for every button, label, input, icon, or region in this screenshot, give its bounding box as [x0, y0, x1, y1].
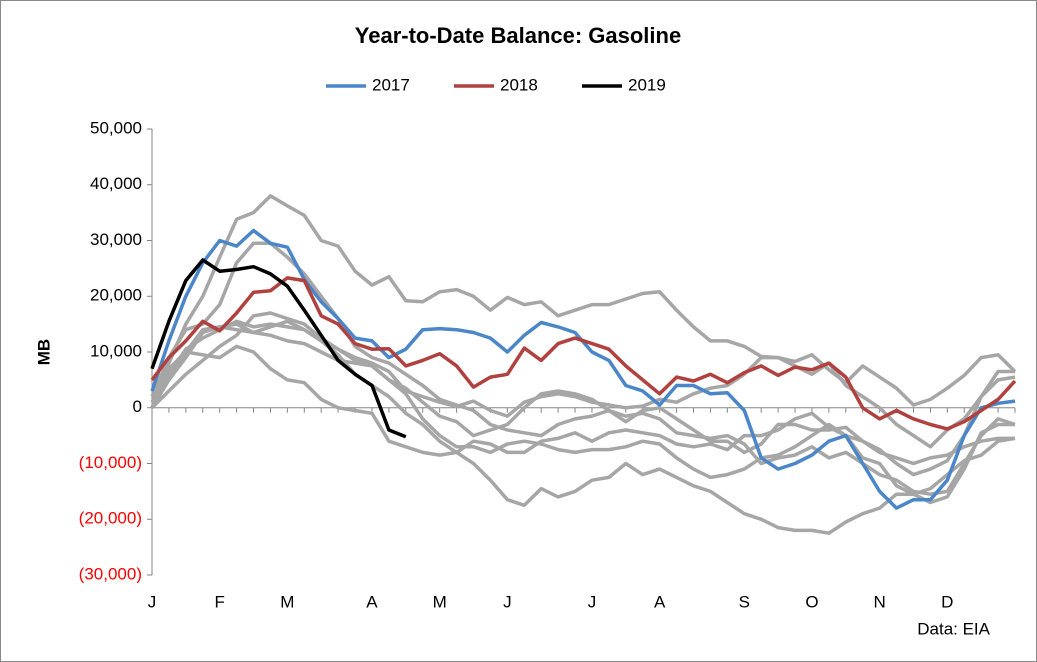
x-tick-label: J — [503, 592, 512, 611]
y-tick-label: (10,000) — [79, 453, 142, 472]
series-line — [150, 319, 1016, 535]
y-tick-label: 20,000 — [90, 286, 142, 305]
x-tick-label: J — [588, 592, 597, 611]
series-line — [150, 194, 1017, 409]
x-tick-label: O — [805, 592, 818, 611]
y-tick-label: 30,000 — [90, 230, 142, 249]
x-tick-label: A — [654, 592, 666, 611]
y-tick-label: 50,000 — [90, 118, 142, 137]
x-tick-label: D — [941, 592, 953, 611]
y-tick-label: 0 — [133, 397, 142, 416]
chart-title: Year-to-Date Balance: Gasoline — [355, 23, 681, 48]
x-tick-label: N — [873, 592, 885, 611]
x-tick-label: M — [433, 592, 447, 611]
series-line — [150, 319, 1016, 449]
x-tick-label: M — [280, 592, 294, 611]
legend-label: 2019 — [628, 75, 666, 94]
x-tick-label: S — [739, 592, 750, 611]
y-axis-title: MB — [34, 339, 53, 365]
y-tick-label: (30,000) — [79, 564, 142, 583]
x-tick-label: J — [148, 592, 157, 611]
y-tick-label: 10,000 — [90, 341, 142, 360]
series-line — [150, 344, 1015, 505]
series-line — [150, 276, 1017, 431]
y-tick-label: 40,000 — [90, 174, 142, 193]
series-line — [150, 258, 407, 439]
x-tick-label: F — [214, 592, 224, 611]
legend-label: 2018 — [500, 75, 538, 94]
y-tick-label: (20,000) — [79, 509, 142, 528]
source-note: Data: EIA — [917, 619, 990, 638]
series-line — [150, 311, 1015, 480]
legend-label: 2017 — [372, 75, 410, 94]
x-tick-label: A — [366, 592, 378, 611]
